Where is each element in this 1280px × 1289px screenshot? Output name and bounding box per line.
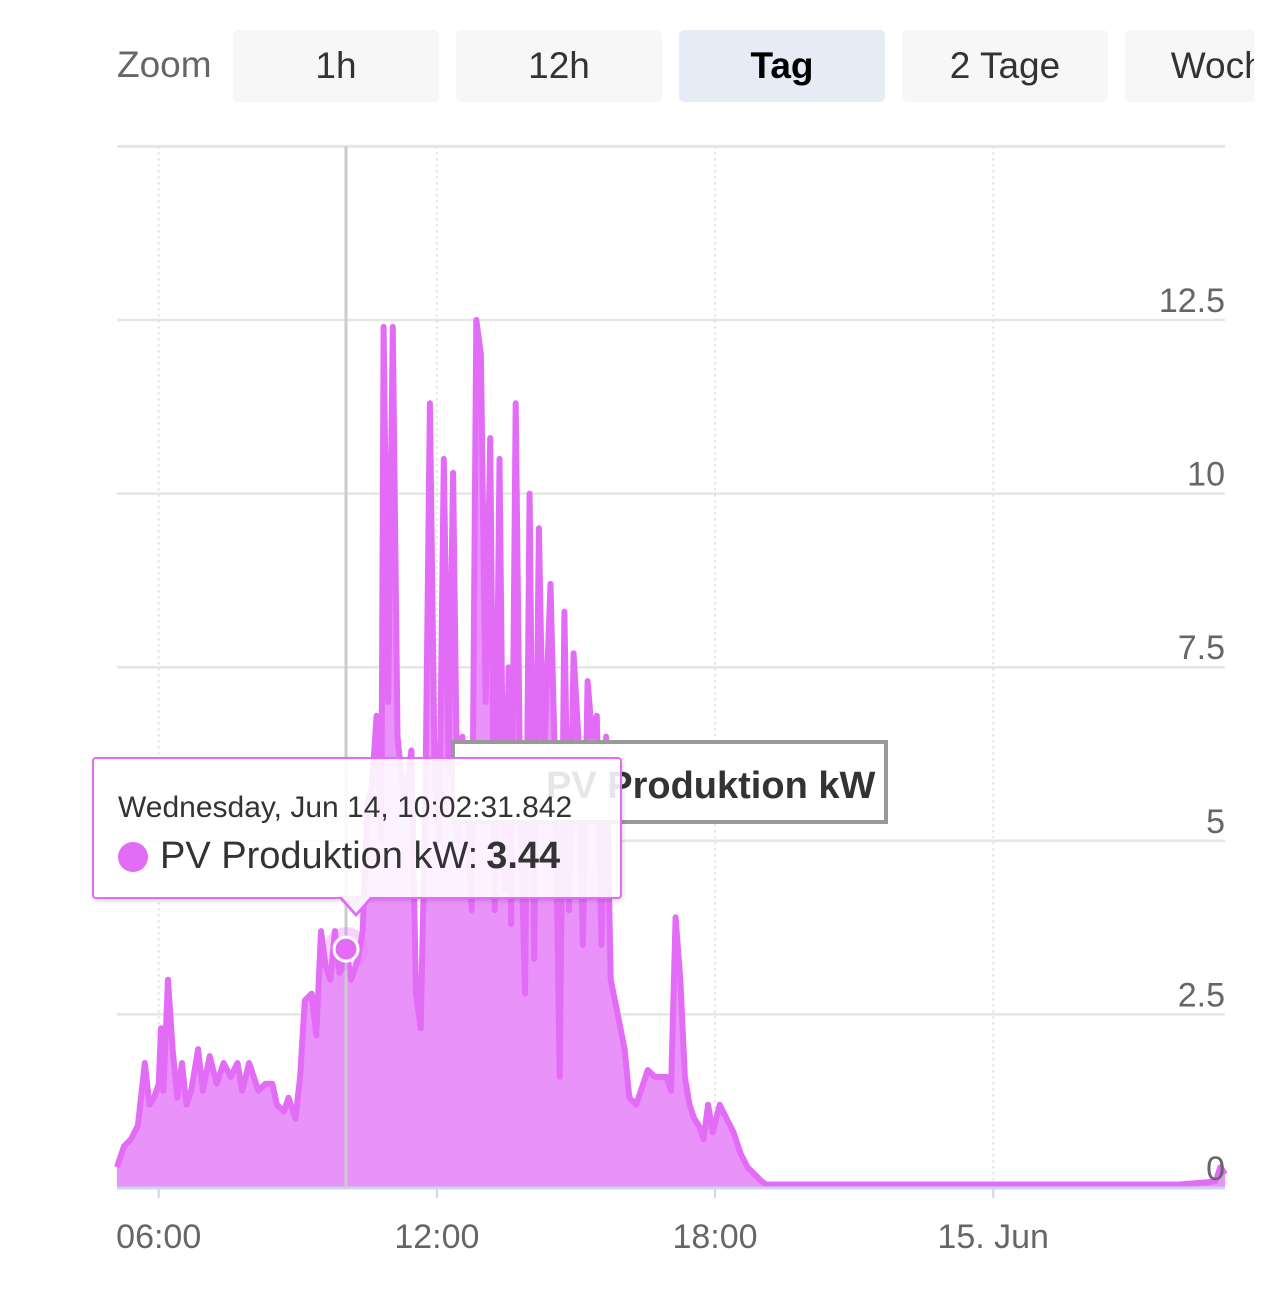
zoom-12h-button[interactable]: 12h bbox=[456, 30, 662, 102]
tooltip: Wednesday, Jun 14, 10:02:31.842 PV Produ… bbox=[92, 757, 622, 899]
y-tick-label: 10 bbox=[1187, 456, 1225, 494]
y-tick-label: 2.5 bbox=[1178, 976, 1225, 1014]
tooltip-row: PV Produktion kW: 3.44 bbox=[118, 835, 560, 878]
y-tick-label: 5 bbox=[1206, 803, 1225, 841]
zoom-label: Zoom bbox=[117, 44, 212, 85]
y-tick-label: 0 bbox=[1206, 1150, 1225, 1188]
x-tick-label: 18:00 bbox=[672, 1218, 757, 1256]
zoom-woche-button[interactable]: Woche bbox=[1125, 30, 1254, 102]
zoom-tag-button[interactable]: Tag bbox=[679, 30, 885, 102]
zoom-1h-button[interactable]: 1h bbox=[233, 30, 439, 102]
y-tick-label: 7.5 bbox=[1178, 629, 1225, 667]
tooltip-pointer-inner bbox=[341, 896, 371, 913]
axis-ticks: 0 2.5 5 7.5 10 12.5 06:00 12:00 18:00 15. Jun bbox=[116, 282, 1225, 1256]
x-tick-label: 12:00 bbox=[394, 1218, 479, 1256]
grid-lines bbox=[117, 144, 1225, 1198]
hover-point bbox=[332, 935, 360, 963]
x-tick-label: 15. Jun bbox=[937, 1218, 1049, 1256]
y-tick-label: 12.5 bbox=[1159, 282, 1225, 320]
series-marker-icon bbox=[118, 841, 148, 872]
tooltip-value: 3.44 bbox=[486, 835, 561, 877]
tooltip-time: Wednesday, Jun 14, 10:02:31.842 bbox=[118, 791, 573, 824]
tooltip-series-label: PV Produktion kW: bbox=[160, 835, 479, 877]
zoom-bar: Zoom 1h 12h Tag 2 Tage Woche bbox=[0, 30, 1254, 102]
x-tick-label: 06:00 bbox=[116, 1218, 201, 1256]
zoom-2-tage-button[interactable]: 2 Tage bbox=[902, 30, 1108, 102]
